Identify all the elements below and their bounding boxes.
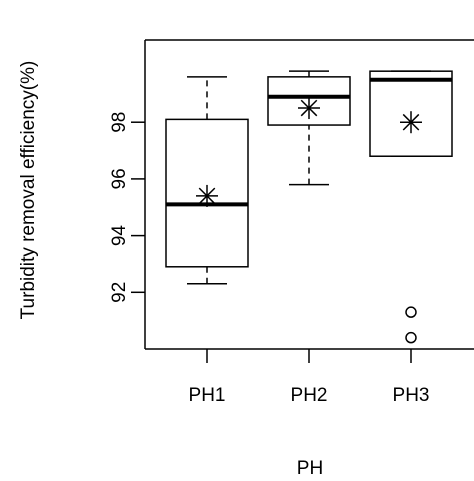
plot-layer: 92 94 96 98 PH1 PH2 PH3 <box>109 39 474 406</box>
x-tick-label-ph1: PH1 <box>189 385 226 406</box>
box-ph3 <box>369 70 453 157</box>
y-tick-label-92: 92 <box>109 282 130 303</box>
mean-marker-ph1-stroke-3 <box>198 187 216 205</box>
y-tick-label-94: 94 <box>109 225 130 247</box>
y-tick-label-96: 96 <box>109 168 130 189</box>
outlier-ph3-0 <box>405 306 417 318</box>
mean-marker-ph2-stroke-3 <box>300 99 318 117</box>
y-axis-label: Turbidity removal efficiency(%) <box>18 61 39 320</box>
box-ph1 <box>165 118 249 268</box>
x-axis-label: PH <box>297 458 323 479</box>
x-tick-label-ph2: PH2 <box>291 385 328 406</box>
box-ph2 <box>267 76 351 126</box>
outlier-ph3-1 <box>405 331 417 344</box>
x-tick-label-ph3: PH3 <box>393 385 430 406</box>
mean-marker-ph3-stroke-3 <box>402 113 420 131</box>
y-tick-label-98: 98 <box>109 112 130 133</box>
